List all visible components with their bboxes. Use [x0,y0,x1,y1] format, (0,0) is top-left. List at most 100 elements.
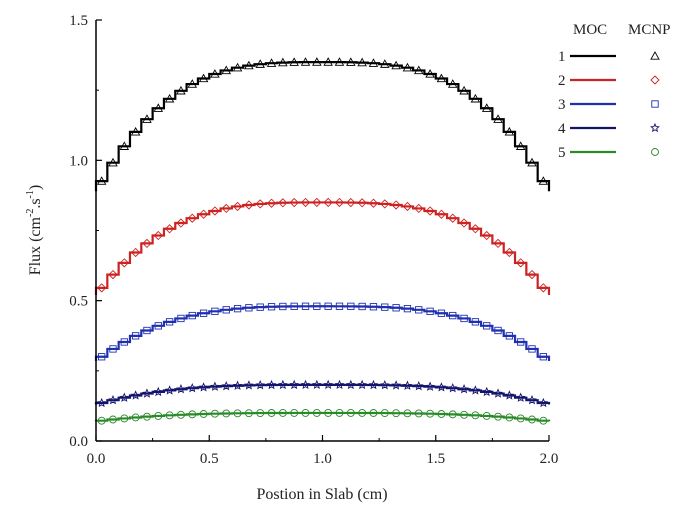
mcnp-marker-4 [277,379,288,390]
mcnp-marker-2 [255,199,265,209]
mcnp-marker-4 [255,380,266,390]
mcnp-marker-1 [153,103,164,112]
mcnp-marker-4 [368,379,379,390]
mcnp-marker-3 [267,303,276,311]
mcnp-marker-3 [528,345,536,353]
mcnp-marker-3 [437,309,446,317]
y-axis-title: Flux (cm-2.s-1) [25,185,44,275]
mcnp-marker-3 [483,322,491,330]
mcnp-marker-3 [154,322,162,330]
mcnp-marker-2 [244,200,254,210]
mcnp-marker-2 [527,269,537,280]
mcnp-marker-4 [538,397,549,408]
mcnp-marker-4 [266,379,277,390]
mcnp-marker-4 [108,395,118,405]
mcnp-marker-1 [436,73,447,83]
legend-label-3: 3 [558,97,566,113]
mcnp-marker-2 [210,206,220,216]
mcnp-marker-5 [448,410,457,419]
series-5 [94,408,551,425]
mcnp-marker-3 [109,345,117,353]
moc-line-2 [94,201,551,296]
y-axis-title-sup1: -2 [25,209,36,217]
y-tick-label: 1.0 [69,153,88,169]
mcnp-marker-5 [335,408,344,417]
mcnp-marker-3 [347,302,355,311]
mcnp-marker-1 [130,126,141,136]
mcnp-marker-1 [346,57,356,66]
mcnp-marker-5 [97,416,106,425]
mcnp-marker-4 [96,397,107,408]
mcnp-marker-5 [154,411,163,420]
mcnp-marker-1 [470,93,481,103]
mcnp-marker-5 [437,410,446,418]
mcnp-marker-5 [244,409,253,418]
mcnp-marker-4 [119,392,130,402]
mcnp-marker-4 [289,379,300,390]
mcnp-marker-3 [426,307,434,315]
mcnp-marker-2 [482,230,492,241]
mcnp-marker-3 [471,318,480,326]
mcnp-marker-1 [334,57,345,66]
x-tick-label: 2.0 [540,451,559,467]
mcnp-marker-4 [164,385,175,395]
mcnp-marker-5 [471,411,480,420]
mcnp-marker-2 [289,197,299,208]
mcnp-marker-3 [245,304,253,312]
mcnp-marker-2 [538,283,548,293]
mcnp-marker-1 [187,79,198,88]
mcnp-marker-3 [369,303,378,311]
y-ticks: 0.0 0.5 1.0 1.5 [69,13,102,450]
mcnp-marker-2 [176,218,186,228]
mcnp-marker-3 [256,303,264,311]
mcnp-marker-4 [311,379,322,390]
mcnp-marker-1 [232,62,243,72]
mcnp-marker-2 [221,203,231,214]
mcnp-marker-4 [198,382,209,392]
x-tick-label: 1.5 [426,451,445,467]
mcnp-marker-1 [142,114,152,123]
mcnp-marker-3 [222,306,230,314]
legend-marker-3 [651,100,659,108]
mcnp-marker-4 [345,379,356,390]
mcnp-marker-2 [131,247,141,258]
legend-label-2: 2 [558,73,566,89]
mcnp-marker-3 [131,332,140,340]
mcnp-marker-3 [358,302,366,311]
mcnp-marker-4 [153,386,164,397]
mcnp-marker-2 [312,197,322,208]
x-ticks: 0.0 0.5 1.0 1.5 2.0 [87,435,559,467]
mcnp-marker-4 [232,380,243,390]
mcnp-marker-5 [312,408,321,417]
mcnp-marker-2 [402,201,413,212]
mcnp-marker-3 [505,332,514,340]
mcnp-marker-2 [368,198,379,208]
legend-marker-4 [650,122,660,133]
y-axis-title-main: Flux (cm [27,216,44,275]
mcnp-marker-1 [447,79,458,88]
mcnp-marker-3 [460,314,468,323]
mcnp-marker-2 [266,198,277,208]
mcnp-marker-1 [312,57,322,66]
mcnp-marker-4 [436,382,447,392]
mcnp-marker-5 [482,411,491,420]
mcnp-marker-5 [109,415,117,424]
mcnp-marker-4 [413,380,424,391]
mcnp-marker-5 [403,409,412,418]
mcnp-marker-5 [256,409,265,418]
mcnp-marker-2 [164,224,175,234]
legend-header-mcnp: MCNP [628,22,671,38]
mcnp-marker-3 [517,338,525,346]
x-axis-title: Postion in Slab (cm) [256,486,387,503]
mcnp-marker-4 [357,379,368,390]
mcnp-marker-1 [515,141,526,150]
mcnp-marker-2 [391,200,401,210]
mcnp-marker-5 [369,409,378,417]
mcnp-marker-2 [198,209,209,219]
legend: MOC MCNP 1 2 3 4 5 [558,22,671,161]
mcnp-marker-5 [358,409,367,417]
mcnp-marker-5 [460,410,469,419]
x-tick-label: 1.0 [313,451,332,467]
mcnp-marker-2 [425,206,435,216]
legend-marker-2 [650,75,660,85]
